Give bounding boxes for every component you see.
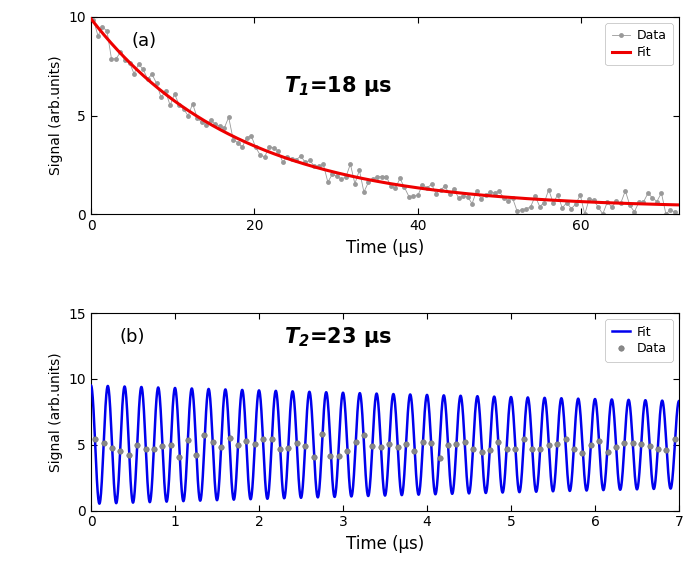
X-axis label: Time (μs): Time (μs) — [346, 239, 424, 257]
Text: (a): (a) — [132, 31, 157, 49]
Fit — [154, 384, 162, 391]
Data — [337, 176, 346, 182]
Fit — [123, 57, 132, 63]
Fit — [189, 392, 197, 399]
Data — [419, 439, 427, 446]
Data — [343, 448, 351, 455]
Line: Data: Data — [91, 17, 678, 217]
Fit — [87, 382, 95, 389]
Legend: Data, Fit: Data, Fit — [606, 23, 673, 65]
Line: Fit: Fit — [91, 385, 679, 504]
Fit — [95, 500, 104, 507]
Data — [435, 454, 444, 461]
Text: (b): (b) — [120, 328, 145, 346]
Text: $\bfit{T}_2$=23 μs: $\bfit{T}_2$=23 μs — [284, 325, 392, 349]
Data — [247, 132, 256, 139]
Data — [91, 435, 99, 442]
Data — [391, 185, 400, 191]
X-axis label: Time (μs): Time (μs) — [346, 535, 424, 553]
Y-axis label: Signal (arb.units): Signal (arb.units) — [49, 56, 63, 176]
Fit — [338, 392, 346, 398]
Data — [90, 16, 98, 23]
Data — [517, 206, 526, 213]
Fit — [593, 199, 601, 206]
Data — [225, 434, 234, 441]
Fit — [461, 190, 470, 197]
Data — [671, 209, 679, 215]
Text: $\bfit{T}_1$=18 μs: $\bfit{T}_1$=18 μs — [284, 74, 392, 98]
Fit — [312, 489, 321, 496]
Fit — [600, 484, 608, 491]
Data — [545, 186, 553, 193]
Fit — [675, 398, 683, 404]
Fit — [428, 186, 437, 193]
Data — [671, 435, 679, 442]
Data — [473, 187, 481, 194]
Fit — [533, 196, 541, 203]
Fit — [444, 188, 452, 195]
Line: Fit: Fit — [91, 19, 679, 205]
Data — [318, 431, 326, 438]
Data — [167, 442, 175, 448]
Line: Data: Data — [92, 431, 678, 460]
Fit — [664, 461, 672, 467]
Y-axis label: Signal (arb.units): Signal (arb.units) — [49, 352, 63, 472]
Fit — [675, 201, 683, 208]
Data — [580, 211, 589, 218]
Legend: Fit, Data: Fit, Data — [606, 319, 673, 361]
Data — [267, 436, 276, 443]
Fit — [87, 16, 95, 22]
Data — [603, 449, 612, 456]
